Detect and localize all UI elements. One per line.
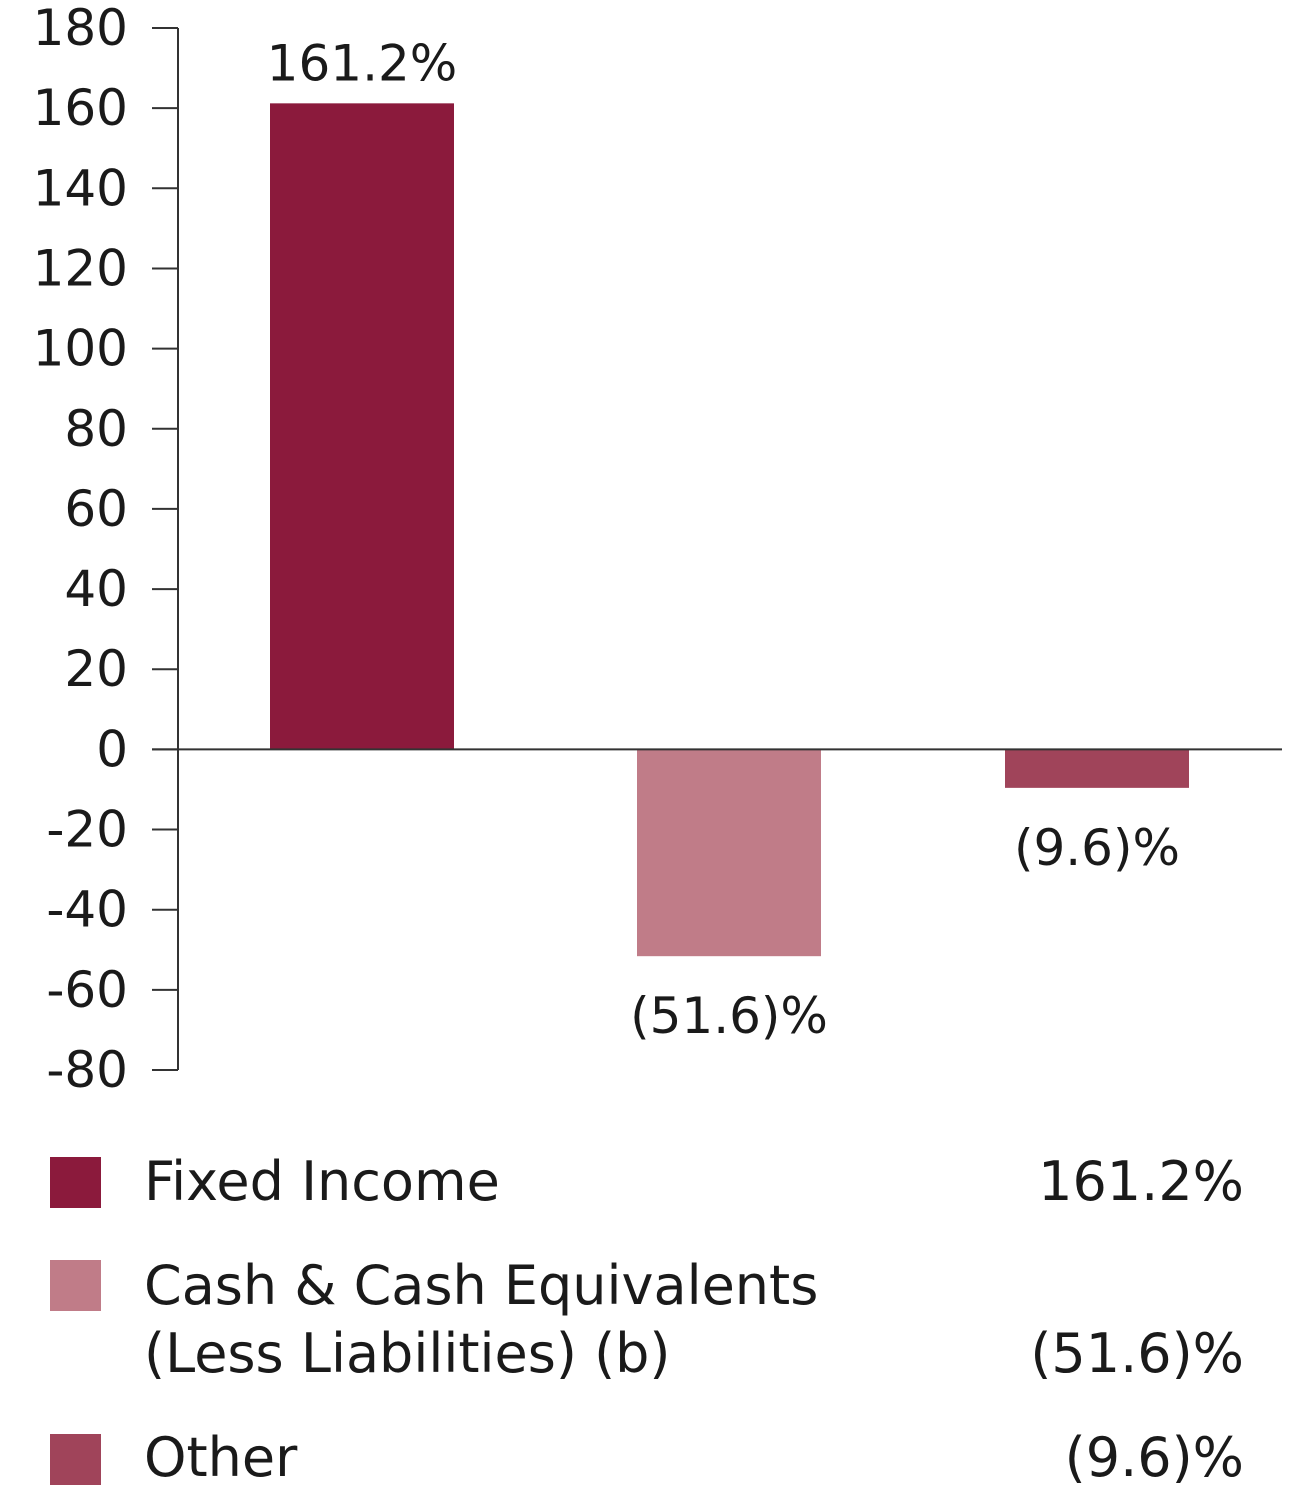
y-tick-label: -20 — [46, 801, 128, 859]
data-label: 161.2% — [267, 34, 458, 92]
legend-swatch-cash — [50, 1260, 101, 1311]
bar-chart: 180 160 140 120 100 80 60 40 20 0 -20 -40 -60 -80 161… — [0, 0, 1308, 1100]
y-tick-label: -40 — [46, 881, 128, 939]
legend-swatch-fixed-income — [50, 1157, 101, 1208]
y-tick-label: 80 — [64, 400, 128, 458]
y-tick-label: 140 — [33, 159, 128, 217]
legend-label-line: Other — [144, 1424, 297, 1492]
y-tick-label: -80 — [46, 1041, 128, 1099]
legend-value-fixed-income: 161.2% — [1038, 1148, 1244, 1216]
legend-swatch-other — [50, 1434, 101, 1485]
y-axis: 180 160 140 120 100 80 60 40 20 0 -20 -40 -60 -80 — [33, 0, 178, 1099]
y-tick-label: 160 — [33, 79, 128, 137]
y-tick-label: -60 — [46, 961, 128, 1019]
legend-label-cash: Cash & Cash Equivalents (Less Liabilitie… — [144, 1252, 818, 1388]
data-label: (9.6)% — [1014, 819, 1180, 877]
legend-label-line: Fixed Income — [144, 1148, 500, 1216]
legend-label-line: (Less Liabilities) (b) — [144, 1320, 818, 1388]
y-tick-label: 180 — [33, 0, 128, 57]
legend-value-cash: (51.6)% — [1030, 1320, 1244, 1388]
bar-fixed-income — [270, 103, 454, 749]
y-tick-label: 0 — [96, 720, 128, 778]
y-tick-label: 40 — [64, 560, 128, 618]
y-tick-label: 20 — [64, 640, 128, 698]
bar-cash — [637, 749, 821, 956]
y-tick-label: 60 — [64, 480, 128, 538]
legend-label-fixed-income: Fixed Income — [144, 1148, 500, 1216]
data-label: (51.6)% — [630, 987, 828, 1045]
bar-other — [1005, 749, 1189, 787]
y-tick-label: 100 — [33, 320, 128, 378]
legend-value-other: (9.6)% — [1065, 1424, 1244, 1492]
legend-label-other: Other — [144, 1424, 297, 1492]
y-tick-label: 120 — [33, 239, 128, 297]
legend-label-line: Cash & Cash Equivalents — [144, 1252, 818, 1320]
